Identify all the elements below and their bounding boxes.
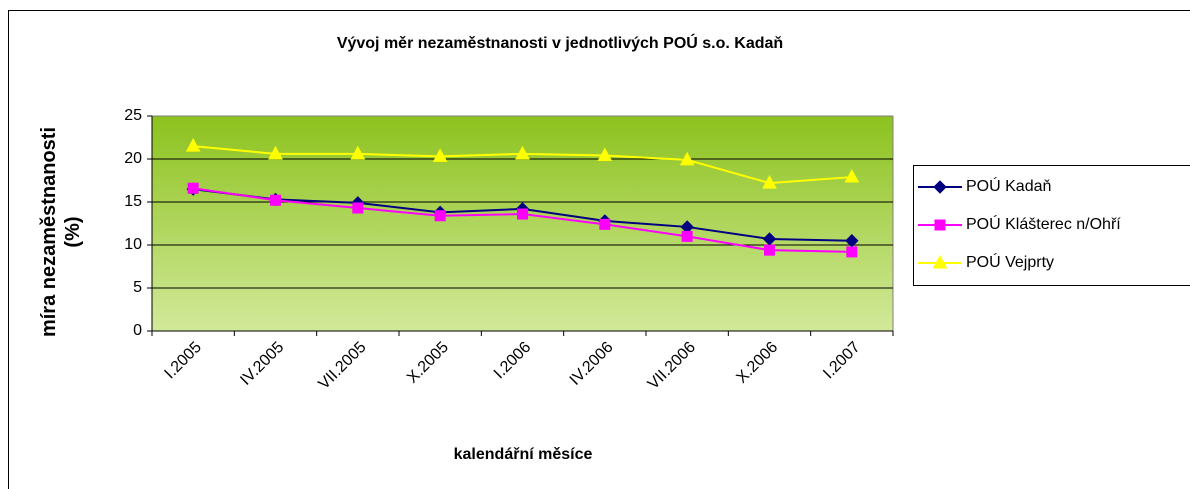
marker	[187, 182, 199, 194]
chart-title: Vývoj měr nezaměstnanosti v jednotlivých…	[337, 33, 783, 52]
marker	[844, 169, 860, 183]
legend-marker	[934, 219, 946, 231]
y-tick-label: 10	[124, 236, 142, 253]
x-axis-title: kalendářní měsíce	[454, 446, 593, 463]
marker	[762, 175, 777, 189]
legend-label: POÚ Klášterec n/Ohří	[966, 214, 1121, 233]
y-axis-title: míra nezaměstnanosti (%)	[38, 126, 84, 338]
y-tick-label: 0	[133, 322, 142, 339]
y-tick-label: 20	[124, 150, 142, 167]
y-tick-label: 25	[124, 107, 142, 124]
marker	[185, 138, 201, 152]
legend-label: POÚ Kadaň	[966, 176, 1051, 195]
marker	[270, 194, 281, 206]
marker	[350, 145, 366, 160]
y-tick-label: 15	[124, 193, 142, 210]
marker	[599, 218, 611, 230]
legend-marker	[932, 254, 948, 269]
marker	[268, 145, 283, 160]
marker	[517, 208, 528, 220]
marker	[846, 246, 858, 258]
marker	[681, 230, 693, 242]
marker	[434, 210, 446, 222]
marker	[597, 147, 613, 162]
marker	[432, 148, 448, 162]
legend-label: POÚ Vejprty	[966, 252, 1054, 271]
marker	[679, 151, 695, 166]
marker	[352, 202, 364, 214]
y-tick-label: 5	[133, 279, 142, 296]
marker	[764, 244, 775, 256]
marker	[515, 145, 530, 160]
legend-marker	[933, 180, 947, 194]
